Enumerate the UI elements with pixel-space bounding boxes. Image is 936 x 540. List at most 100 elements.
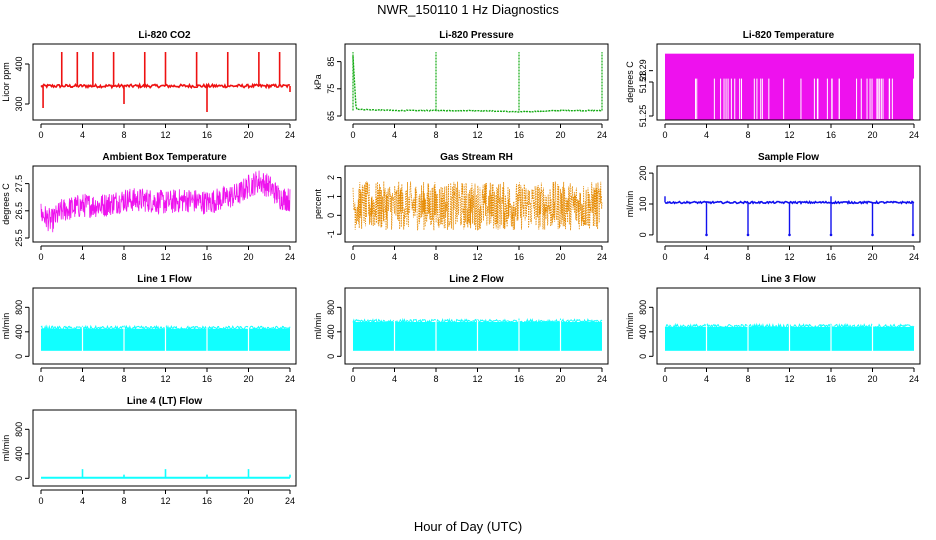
x-tick-label: 4 [704,252,709,262]
panel-ylabel: percent [313,188,323,219]
x-tick-label: 4 [80,130,85,140]
y-tick-label: 65 [326,111,336,121]
chart-panel-2: Li-820 Temperature degrees C 0 4 8 12 16 20 24 51… [625,30,921,140]
x-tick-label: 4 [80,252,85,262]
y-tick-label: 400 [14,324,24,339]
x-tick-label: 0 [38,130,43,140]
x-tick-label: 0 [350,130,355,140]
x-tick-label: 16 [826,252,836,262]
x-tick-label: 0 [350,252,355,262]
y-tick-label: 2 [326,175,336,180]
panel-frame [344,287,609,365]
x-tick-label: 24 [597,252,607,262]
x-tick-label: 12 [472,374,482,384]
x-tick-label: 8 [121,496,126,506]
panel-title: Sample Flow [758,152,819,163]
panel-ylabel: ml/min [625,313,635,340]
x-tick-label: 24 [597,374,607,384]
x-tick-label: 0 [38,496,43,506]
chart-panel-6: Line 1 Flow ml/min 0 4 8 12 16 20 24 0 400 800 [1,274,297,384]
x-tick-label: 24 [285,374,295,384]
y-tick-label: 26.5 [14,202,24,220]
x-tick-label: 12 [784,252,794,262]
x-tick-label: 8 [121,374,126,384]
panel-title: Li-820 Temperature [743,30,835,41]
y-tick-label: 51.25 [638,105,648,128]
panel-frame [344,43,609,121]
x-tick-label: 12 [160,252,170,262]
chart-panel-3: Ambient Box Temperature degrees C 0 4 8 12 16 2… [1,152,297,262]
x-tick-label: 8 [433,130,438,140]
y-tick-label: 0 [638,354,648,359]
x-tick-label: 12 [472,252,482,262]
series-point [705,233,708,237]
y-tick-label: 100 [638,196,648,211]
x-tick-label: 20 [867,130,877,140]
panel-title: Gas Stream RH [440,152,513,163]
y-tick-label: 800 [14,300,24,315]
x-tick-label: 24 [597,130,607,140]
x-tick-label: 8 [121,252,126,262]
panel-title: Line 4 (LT) Flow [127,396,203,407]
y-tick-label: 0 [326,213,336,218]
x-tick-label: 4 [392,374,397,384]
series-line [40,170,291,233]
chart-panel-8: Line 3 Flow ml/min 0 4 8 12 16 20 24 0 400 800 [625,274,921,384]
panel-title: Li-820 CO2 [138,30,191,41]
y-tick-label: 0 [326,354,336,359]
x-tick-label: 4 [392,252,397,262]
series-point [788,233,791,237]
figure-xlabel: Hour of Day (UTC) [414,519,522,534]
x-tick-label: 20 [555,374,565,384]
x-tick-label: 0 [662,130,667,140]
panel-title: Line 3 Flow [761,274,816,285]
panel-frame [32,165,297,243]
y-tick-label: 0 [14,476,24,481]
y-tick-label: 51.29 [638,59,648,82]
panel-title: Li-820 Pressure [439,30,514,41]
panel-ylabel: ml/min [313,313,323,340]
y-tick-label: 800 [326,300,336,315]
panel-ylabel: ml/min [1,313,11,340]
panel-title: Line 1 Flow [137,274,192,285]
x-tick-label: 16 [202,252,212,262]
panel-ylabel: degrees C [1,183,11,225]
panel-frame [32,43,297,121]
x-tick-label: 0 [38,374,43,384]
x-tick-label: 0 [350,374,355,384]
y-tick-label: 400 [326,324,336,339]
series-point [911,233,915,237]
x-tick-label: 12 [784,374,794,384]
x-tick-label: 4 [704,374,709,384]
panel-ylabel: ml/min [625,191,635,218]
x-tick-label: 8 [745,130,750,140]
panel-title: Line 2 Flow [449,274,504,285]
x-tick-label: 12 [472,130,482,140]
x-tick-label: 16 [514,252,524,262]
x-tick-label: 8 [433,374,438,384]
series-point [871,233,874,237]
y-tick-label: 0 [638,232,648,237]
panel-frame [32,287,297,365]
x-tick-label: 4 [704,130,709,140]
y-tick-label: 75 [326,84,336,94]
x-tick-label: 16 [202,496,212,506]
x-tick-label: 16 [202,130,212,140]
y-tick-label: 0 [14,354,24,359]
x-tick-label: 24 [909,252,919,262]
x-tick-label: 8 [745,252,750,262]
x-tick-label: 0 [662,252,667,262]
y-tick-label: 300 [14,96,24,111]
panel-title: Ambient Box Temperature [102,152,227,163]
x-tick-label: 20 [243,252,253,262]
panel-frame [32,409,297,487]
x-tick-label: 20 [243,496,253,506]
x-tick-label: 4 [392,130,397,140]
x-tick-label: 12 [784,130,794,140]
x-tick-label: 24 [285,496,295,506]
x-tick-label: 24 [285,252,295,262]
panel-ylabel: Licor ppm [1,62,11,102]
x-tick-label: 20 [555,130,565,140]
